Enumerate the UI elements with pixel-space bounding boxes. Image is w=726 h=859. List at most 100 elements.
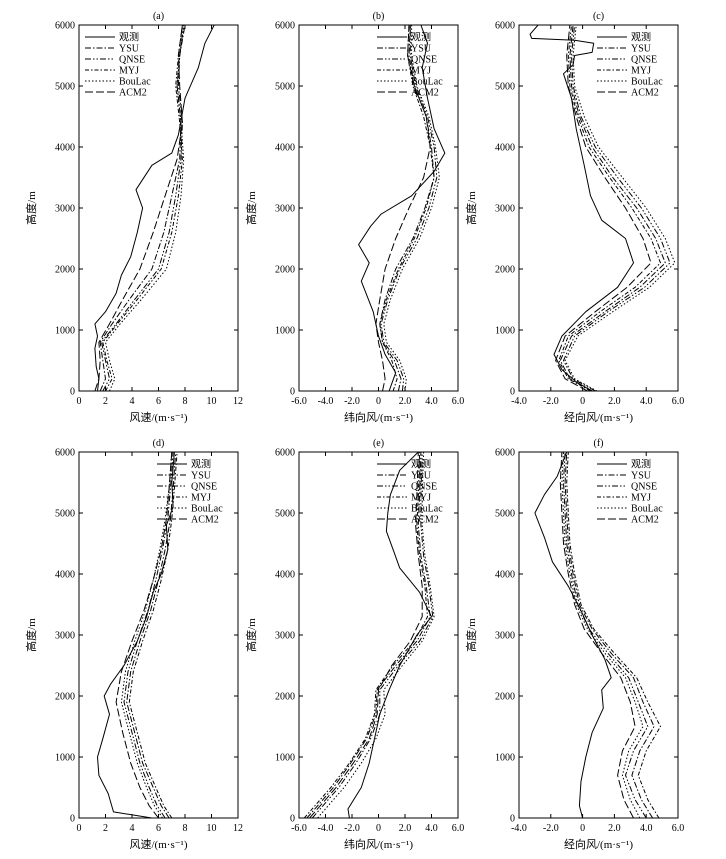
y-tick-label: 0 [290,387,295,398]
series-group [534,452,661,818]
series-line-ACM2 [559,452,636,818]
panel-6: (f) -4.0 -2.0 0 2.0 4.0 6.0 0 1000 2000 3000 4000 50… [464,438,684,851]
legend-label: YSU [631,44,652,55]
legend-label: YSU [119,44,140,55]
y-tick-label: 3000 [275,204,295,215]
x-tick-label: 0 [580,396,585,407]
x-tick-label: -2.0 [344,396,360,407]
legend-label: ACM2 [411,88,439,99]
series-line-BouLac [561,452,644,818]
panel-4: (d) 0 2 4 6 8 10 12 0 1000 2000 3000 4000 5000 6000 风速/… [24,438,243,851]
x-tick-label: 0 [376,396,381,407]
y-tick-label: 1000 [55,326,75,337]
y-axis-title: 高度/m [464,191,478,225]
legend-label: YSU [191,471,212,482]
series-line-MYJ [303,452,428,818]
panel-label: (d) [153,438,165,449]
x-tick-label: 10 [207,823,217,834]
series-line-ACM2 [375,25,431,391]
y-tick-label: 0 [510,387,515,398]
y-tick-label: 3000 [495,204,515,215]
legend-label: ACM2 [119,88,147,99]
y-tick-label: 4000 [55,570,75,581]
legend-label: YSU [631,471,652,482]
y-tick-label: 5000 [55,82,75,93]
series-line-ACM2 [309,452,423,818]
y-tick-label: 4000 [495,143,515,154]
series-line-QNSE [123,452,174,818]
y-tick-label: 5000 [275,82,295,93]
x-tick-label: 2 [103,396,108,407]
x-tick-label: -2.0 [344,823,360,834]
series-line-观测 [347,452,432,818]
y-tick-label: 1000 [55,753,75,764]
series-line-YSU [126,452,177,818]
legend-label: MYJ [411,493,431,504]
x-tick-label: -4.0 [318,823,334,834]
legend-label: BouLac [631,77,663,88]
y-tick-label: 6000 [495,448,515,459]
y-tick-label: 2000 [275,692,295,703]
series-line-ACM2 [94,25,183,391]
series-line-MYJ [128,452,178,818]
series-line-YSU [559,25,666,391]
x-tick-label: 2.0 [608,823,621,834]
y-tick-label: 3000 [495,631,515,642]
legend-label: 观测 [631,31,651,44]
legend-label: QNSE [631,482,657,493]
panel-label: (c) [593,11,604,22]
panel-label: (a) [153,11,164,22]
legend-label: QNSE [631,55,657,66]
y-tick-label: 2000 [495,692,515,703]
y-tick-label: 3000 [275,631,295,642]
x-tick-label: 8 [183,396,188,407]
y-tick-label: 3000 [55,631,75,642]
x-tick-label: -6.0 [291,823,307,834]
series-group [358,25,446,391]
series-line-QNSE [101,25,185,391]
legend-label: MYJ [411,66,431,77]
series-line-BouLac [317,452,435,818]
x-tick-label: 12 [233,396,243,407]
series-line-QNSE [311,452,434,818]
x-tick-label: -2.0 [543,823,559,834]
legend-label: YSU [411,471,432,482]
x-axis-title: 纬向风/(m·s⁻¹) [344,410,413,424]
x-tick-label: -2.0 [543,396,559,407]
series-line-BouLac [383,25,440,391]
series-line-YSU [99,25,186,391]
series-line-QNSE [563,452,649,818]
y-axis-title: 高度/m [24,191,38,225]
series-line-QNSE [563,25,671,391]
x-tick-label: 8 [183,823,188,834]
legend-label: 观测 [411,31,431,44]
x-tick-label: -4.0 [511,823,527,834]
series-line-观测 [97,452,175,818]
y-tick-label: 6000 [55,21,75,32]
x-tick-label: -4.0 [511,396,527,407]
x-tick-label: 12 [233,823,243,834]
x-tick-label: 4.0 [425,823,438,834]
legend-label: 观测 [411,458,431,471]
x-tick-label: 4 [130,823,135,834]
legend-label: BouLac [411,77,443,88]
x-tick-label: 0 [77,823,82,834]
x-tick-label: 4.0 [425,396,438,407]
legend-label: ACM2 [411,515,439,526]
y-tick-label: 3000 [55,204,75,215]
series-line-YSU [564,452,655,818]
y-axis-title: 高度/m [464,618,478,652]
y-tick-label: 5000 [495,509,515,520]
panel-label: (f) [594,438,604,449]
legend-label: QNSE [411,482,437,493]
series-line-MYJ [379,25,435,391]
y-tick-label: 0 [70,387,75,398]
x-tick-label: 0 [77,396,82,407]
y-tick-label: 5000 [495,82,515,93]
series-line-ACM2 [115,452,173,818]
legend-label: 观测 [119,31,139,44]
series-group [303,452,435,818]
series-line-BouLac [120,452,173,818]
